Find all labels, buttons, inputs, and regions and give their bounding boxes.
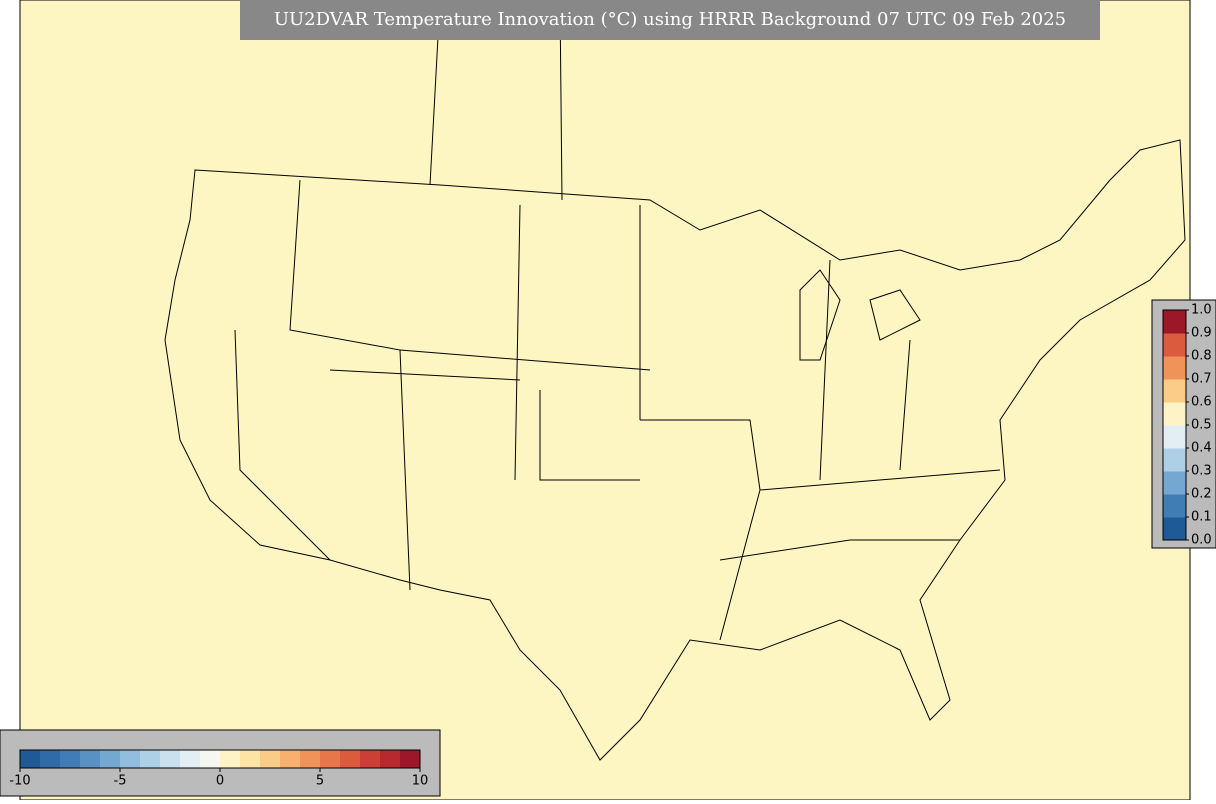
colorbar-segment (320, 750, 341, 768)
colorbar-segment (1163, 471, 1186, 495)
colorbar-tick-label: 0.3 (1191, 464, 1212, 479)
colorbar-segment (160, 750, 181, 768)
colorbar-tick-label: 10 (412, 774, 429, 789)
country-outline (164, 139, 1186, 761)
colorbar-tick-label: 0.8 (1191, 349, 1212, 364)
colorbar-tick-label: 0.7 (1191, 372, 1212, 387)
colorbar-segment (100, 750, 121, 768)
colorbar-segment (1163, 402, 1186, 426)
colorbar-segment (20, 750, 41, 768)
colorbar-tick-label: 0 (216, 774, 224, 789)
colorbar-tick-label: 0.5 (1191, 418, 1212, 433)
colorbar-segment (400, 750, 421, 768)
colorbar-segment (120, 750, 141, 768)
colorbar-segment (300, 750, 321, 768)
title-box (240, 0, 1100, 40)
colorbar-segment (1163, 517, 1186, 541)
colorbar-tick-label: 0.4 (1191, 441, 1212, 456)
colorbar-segment (60, 750, 81, 768)
colorbar-tick-label: 0.6 (1191, 395, 1212, 410)
colorbar-tick-label: -10 (9, 774, 30, 789)
great-lakes (799, 269, 921, 361)
colorbar-segment (140, 750, 161, 768)
map-outlines (164, 0, 1186, 761)
colorbar-segment (240, 750, 261, 768)
colorbar-segment (200, 750, 221, 768)
colorbar-segment (80, 750, 101, 768)
colorbar-tick-label: 1.0 (1191, 303, 1212, 318)
colorbar-segment (180, 750, 201, 768)
colorbar-segment (1163, 333, 1186, 357)
colorbar-segment (220, 750, 241, 768)
colorbar-tick-label: 0.9 (1191, 326, 1212, 341)
map-title: UU2DVAR Temperature Innovation (°C) usin… (274, 9, 1066, 30)
colorbar-segment (1163, 425, 1186, 449)
colorbar-segment (1163, 379, 1186, 403)
colorbar-segment (380, 750, 401, 768)
state-borders (234, 0, 1001, 641)
colorbar-tick-label: 0.2 (1191, 487, 1212, 502)
colorbar-segment (40, 750, 61, 768)
colorbar-segment (1163, 448, 1186, 472)
colorbar-tick-label: -5 (114, 774, 127, 789)
colorbar-tick-label: 5 (316, 774, 324, 789)
colorbar-segment (260, 750, 281, 768)
colorbar-segment (340, 750, 361, 768)
colorbar-segment (1163, 310, 1186, 334)
colorbar-tick-label: 0.0 (1191, 533, 1212, 548)
colorbar-segment (1163, 356, 1186, 380)
colorbar-segment (1163, 494, 1186, 518)
colorbar-segment (360, 750, 381, 768)
map-background (19, 0, 1191, 801)
colorbar-segment (280, 750, 301, 768)
colorbar-tick-label: 0.1 (1191, 510, 1212, 525)
